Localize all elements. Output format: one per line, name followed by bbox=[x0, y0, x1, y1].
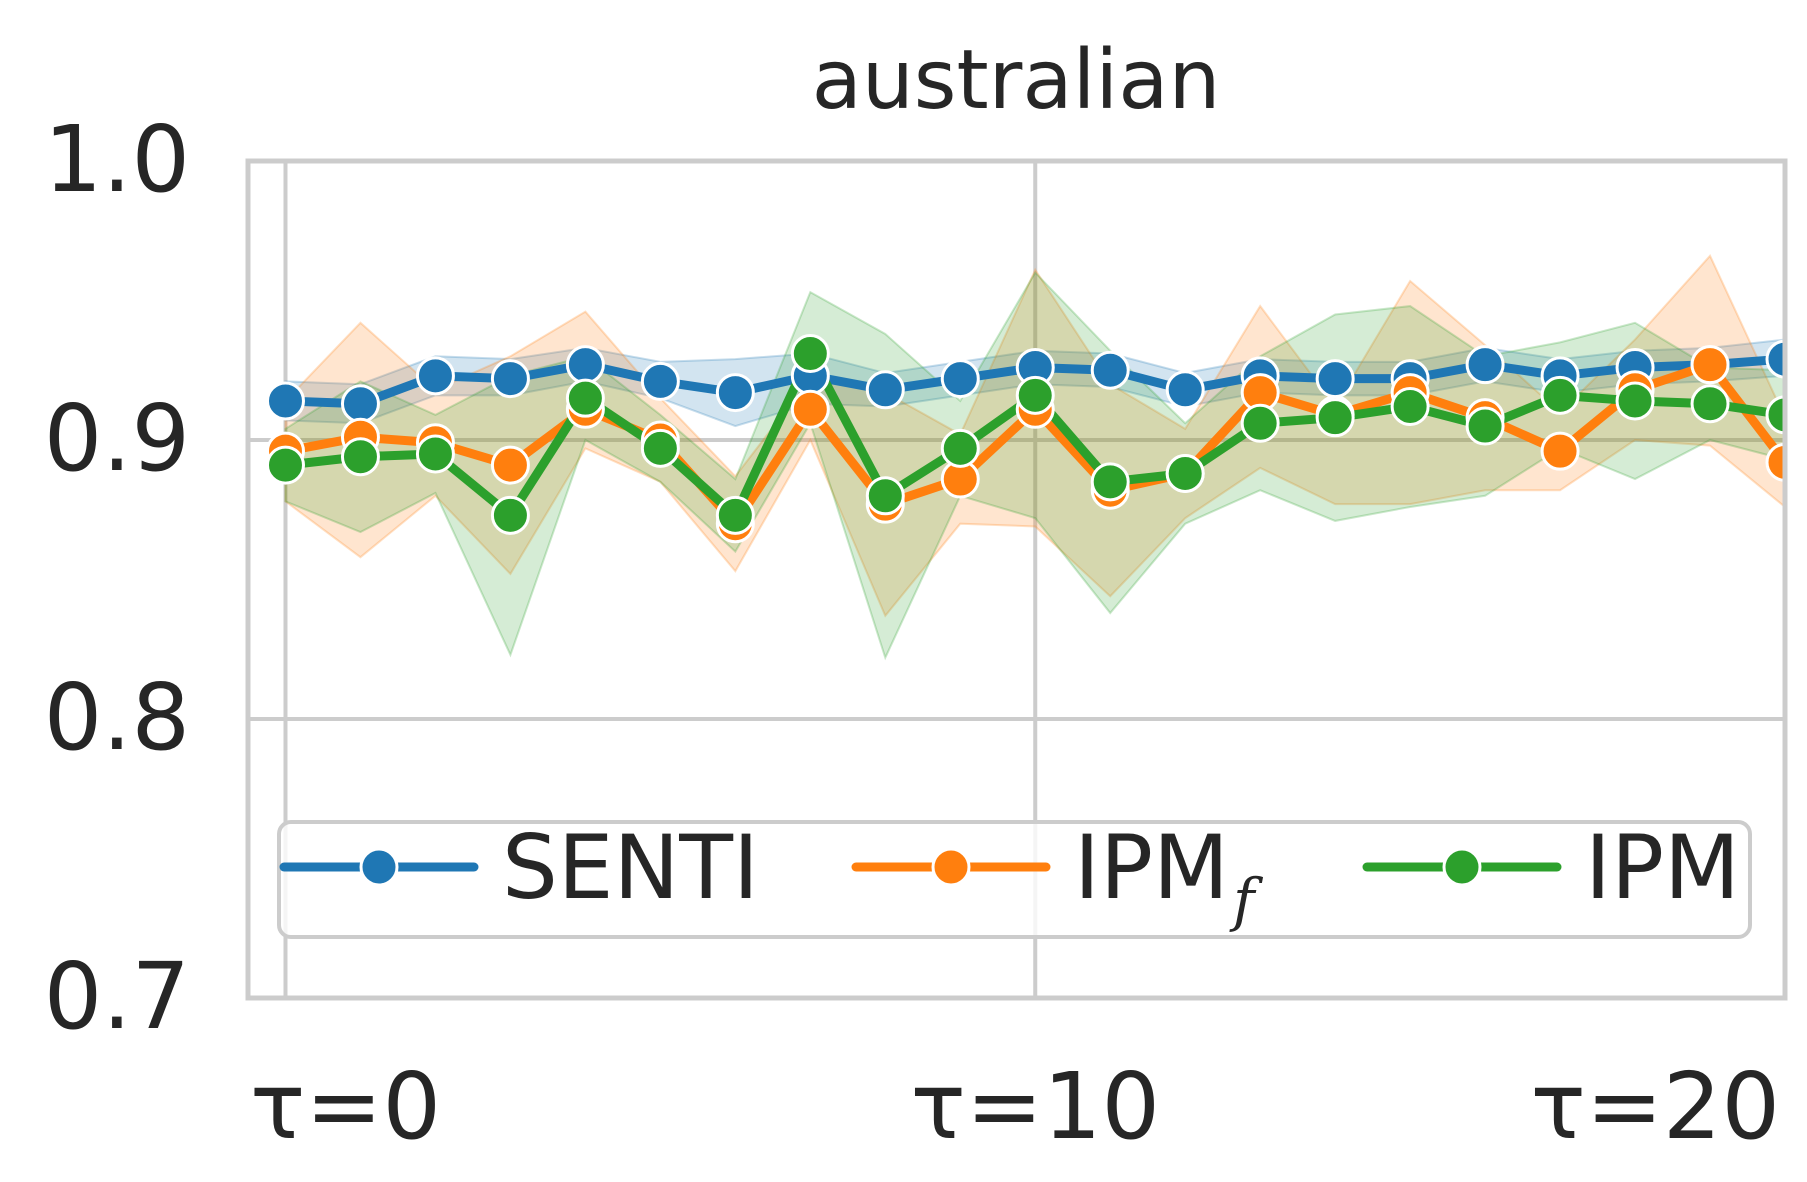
data-point bbox=[940, 359, 980, 399]
data-point bbox=[490, 495, 530, 535]
plot-frame bbox=[245, 158, 1788, 1001]
data-point bbox=[640, 428, 680, 468]
data-point bbox=[940, 428, 980, 468]
x-tick-label: τ=20 bbox=[1530, 1053, 1780, 1160]
data-point bbox=[1690, 384, 1730, 424]
data-point bbox=[415, 434, 455, 474]
data-point bbox=[1390, 387, 1430, 427]
chart-title: australian bbox=[812, 33, 1221, 128]
data-point bbox=[1465, 345, 1505, 385]
x-axis-ticks: τ=0 τ=10 τ=20 bbox=[250, 1053, 1780, 1160]
data-point bbox=[1765, 339, 1785, 379]
data-point bbox=[1315, 398, 1355, 438]
data-point bbox=[1090, 462, 1130, 502]
legend-label: IPMf bbox=[1074, 816, 1264, 934]
data-point bbox=[640, 361, 680, 401]
data-point bbox=[1165, 370, 1205, 410]
data-point bbox=[340, 437, 380, 477]
legend-box bbox=[277, 820, 1752, 939]
data-point bbox=[1765, 442, 1785, 482]
data-point bbox=[1540, 375, 1580, 415]
y-tick-label: 0.9 bbox=[44, 385, 190, 492]
data-point bbox=[790, 389, 830, 429]
data-point bbox=[490, 445, 530, 485]
data-point bbox=[265, 445, 305, 485]
y-tick-label: 1.0 bbox=[44, 106, 190, 213]
data-point bbox=[1615, 381, 1655, 421]
data-point bbox=[265, 381, 305, 421]
legend-label: IPM bbox=[1585, 816, 1740, 919]
legend: SENTI IPMf IPM bbox=[277, 816, 1752, 939]
data-point bbox=[565, 345, 605, 385]
data-point bbox=[1090, 350, 1130, 390]
data-point bbox=[340, 384, 380, 424]
data-point bbox=[1240, 403, 1280, 443]
data-point bbox=[715, 373, 755, 413]
data-point bbox=[865, 370, 905, 410]
data-point bbox=[565, 378, 605, 418]
data-point bbox=[415, 356, 455, 396]
data-point bbox=[1690, 345, 1730, 385]
legend-marker bbox=[359, 847, 399, 887]
x-tick-label: τ=0 bbox=[250, 1053, 441, 1160]
data-point bbox=[1015, 375, 1055, 415]
data-point bbox=[715, 495, 755, 535]
series-markers bbox=[265, 334, 1785, 544]
y-tick-label: 0.8 bbox=[44, 664, 190, 771]
legend-label-text: SENTI bbox=[502, 816, 759, 919]
data-point bbox=[1465, 406, 1505, 446]
x-tick-label: τ=10 bbox=[910, 1053, 1160, 1160]
data-point bbox=[790, 334, 830, 374]
legend-marker bbox=[931, 847, 971, 887]
legend-label-text: IPM bbox=[1074, 816, 1229, 919]
data-point bbox=[490, 359, 530, 399]
y-tick-label: 0.7 bbox=[44, 943, 190, 1050]
y-axis-ticks: 0.7 0.8 0.9 1.0 bbox=[44, 106, 190, 1050]
data-point bbox=[865, 476, 905, 516]
legend-label: SENTI bbox=[502, 816, 759, 919]
legend-marker bbox=[1442, 847, 1482, 887]
legend-label-text: IPM bbox=[1585, 816, 1740, 919]
data-point bbox=[1765, 395, 1785, 435]
data-point bbox=[1165, 453, 1205, 493]
data-point bbox=[1315, 359, 1355, 399]
data-point bbox=[1540, 431, 1580, 471]
